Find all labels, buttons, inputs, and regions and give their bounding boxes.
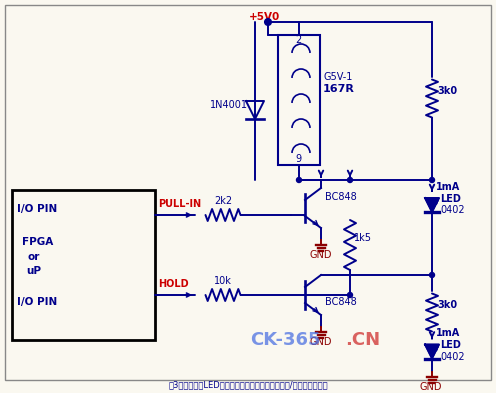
Text: 图3：如果包含LED状态指示，那就将它们放在限流/降压器件的两侧: 图3：如果包含LED状态指示，那就将它们放在限流/降压器件的两侧 (168, 380, 328, 389)
Text: GND: GND (309, 337, 331, 347)
Circle shape (265, 20, 270, 24)
Text: 3k0: 3k0 (437, 299, 457, 310)
Text: 1N4001: 1N4001 (210, 100, 248, 110)
Text: 1k5: 1k5 (354, 233, 372, 243)
Text: HOLD: HOLD (158, 279, 188, 289)
Text: +5V0: +5V0 (249, 12, 280, 22)
Text: 3k0: 3k0 (437, 86, 457, 95)
Bar (278, 35, 320, 165)
Text: 0402: 0402 (440, 205, 465, 215)
Text: 0402: 0402 (440, 351, 465, 362)
Circle shape (348, 178, 353, 182)
Circle shape (430, 178, 434, 182)
Text: .CN: .CN (345, 331, 380, 349)
Text: FPGA: FPGA (22, 237, 53, 247)
Text: CK-365: CK-365 (250, 331, 320, 349)
Text: I/O PIN: I/O PIN (17, 204, 57, 214)
Polygon shape (425, 198, 439, 212)
Circle shape (348, 292, 353, 298)
Text: 9: 9 (295, 154, 301, 164)
Text: 1mA: 1mA (436, 329, 460, 338)
Text: BC848: BC848 (325, 297, 357, 307)
Text: 1mA: 1mA (436, 182, 460, 192)
Text: BC848: BC848 (325, 192, 357, 202)
Text: or: or (28, 252, 40, 262)
Circle shape (297, 178, 302, 182)
Bar (12, 190, 155, 340)
Text: GND: GND (420, 382, 442, 393)
Text: I/O PIN: I/O PIN (17, 297, 57, 307)
Polygon shape (425, 345, 439, 358)
Text: 10k: 10k (214, 276, 232, 286)
Text: PULL-IN: PULL-IN (158, 199, 201, 209)
Text: G5V-1: G5V-1 (323, 72, 352, 82)
Text: 2k2: 2k2 (214, 196, 232, 206)
Text: LED: LED (440, 194, 461, 204)
Text: 2: 2 (295, 35, 301, 45)
Text: 167R: 167R (323, 84, 355, 94)
Text: GND: GND (309, 250, 331, 260)
Text: LED: LED (440, 340, 461, 351)
Circle shape (430, 272, 434, 277)
Text: uP: uP (26, 266, 41, 276)
